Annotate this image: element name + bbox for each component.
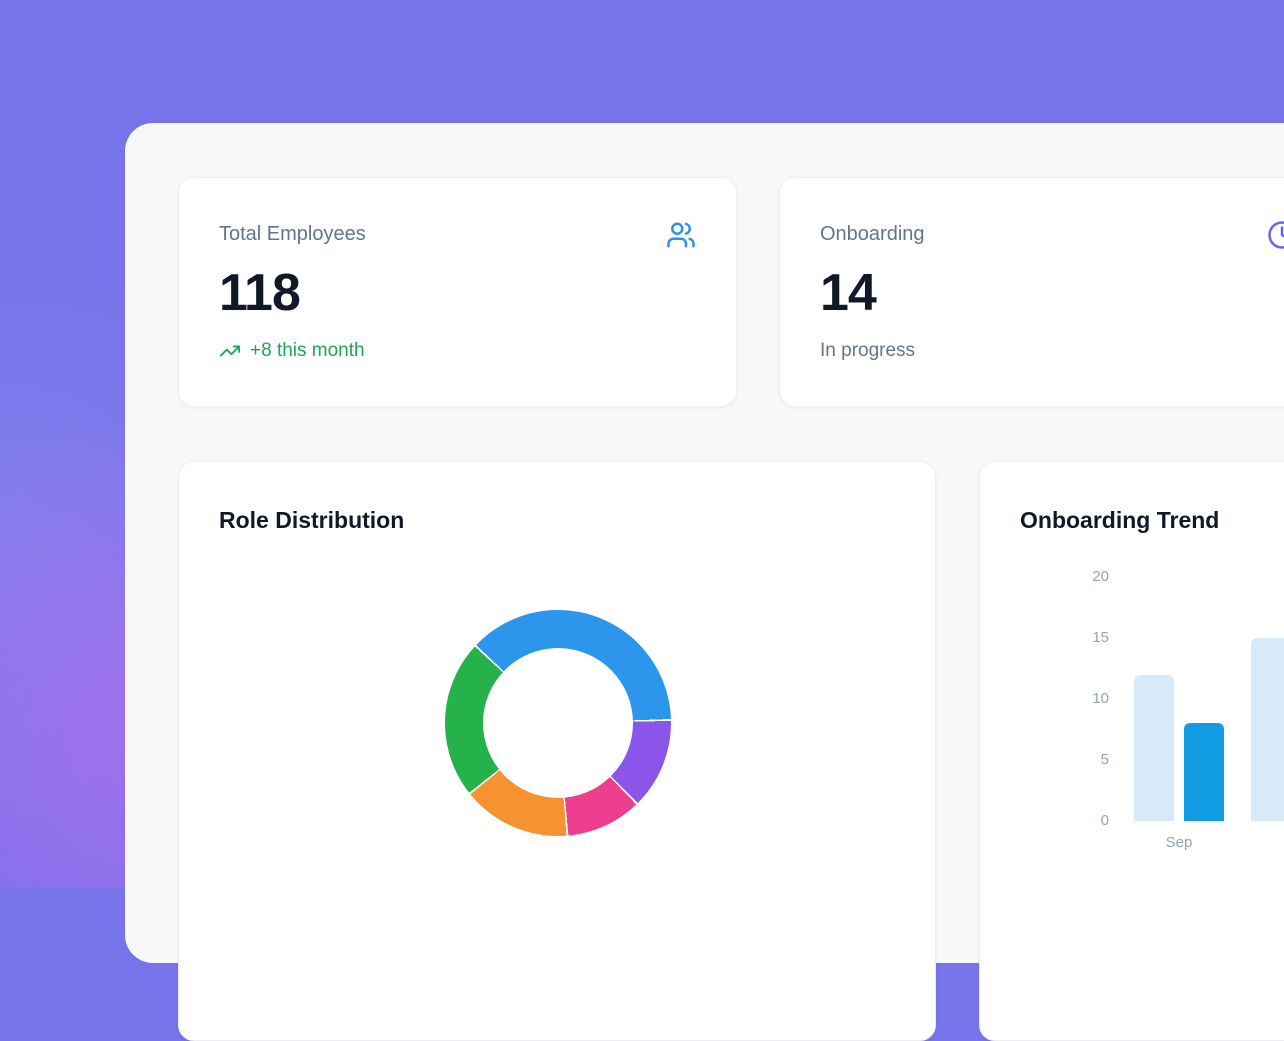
chart-title: Role Distribution	[219, 506, 895, 534]
y-axis-tick-label: 0	[980, 811, 1109, 831]
stat-delta: +8 this month	[219, 340, 696, 362]
bar-series-1-light-Oct	[1251, 638, 1284, 821]
y-axis-tick-label: 5	[980, 750, 1109, 770]
trending-up-icon	[219, 340, 241, 362]
bar-series-1-light-Sep	[1134, 675, 1174, 821]
stat-card-onboarding: Onboarding 14 In progress	[779, 177, 1284, 407]
x-axis-category-label: Sep	[1134, 833, 1224, 853]
donut-chart-area	[445, 610, 671, 836]
dashboard-page: { "colors": { "background_purple": "#767…	[0, 0, 1284, 888]
onboarding-trend-bar-chart: 0 5 10 15 20 Sep Oct	[980, 462, 1284, 1040]
stat-card-header: Onboarding	[820, 220, 1284, 250]
chart-card-onboarding-trend: Onboarding Trend 05101520SepOct	[979, 461, 1284, 1041]
stat-value: 118	[219, 266, 696, 320]
users-icon	[666, 220, 696, 250]
chart-card-role-distribution: Role Distribution	[178, 461, 936, 1041]
bar-series-2-dark-Sep	[1184, 723, 1224, 821]
stat-card-total-employees: Total Employees 118 +8 this month	[178, 177, 737, 407]
stat-card-header: Total Employees	[219, 220, 696, 250]
stat-value: 14	[820, 266, 1284, 320]
clock-icon	[1267, 220, 1284, 250]
y-axis-tick-label: 10	[980, 689, 1109, 709]
stat-label: Total Employees	[219, 220, 366, 248]
dashboard-panel: Total Employees 118 +8 this month	[125, 123, 1284, 963]
stat-subtext: In progress	[820, 340, 1284, 362]
y-axis-tick-label: 15	[980, 628, 1109, 648]
stat-delta-text: +8 this month	[250, 340, 365, 362]
x-axis-category-label: Oct	[1251, 833, 1284, 853]
y-axis-tick-label: 20	[980, 567, 1109, 587]
role-distribution-donut	[445, 610, 671, 836]
stat-label: Onboarding	[820, 220, 925, 248]
